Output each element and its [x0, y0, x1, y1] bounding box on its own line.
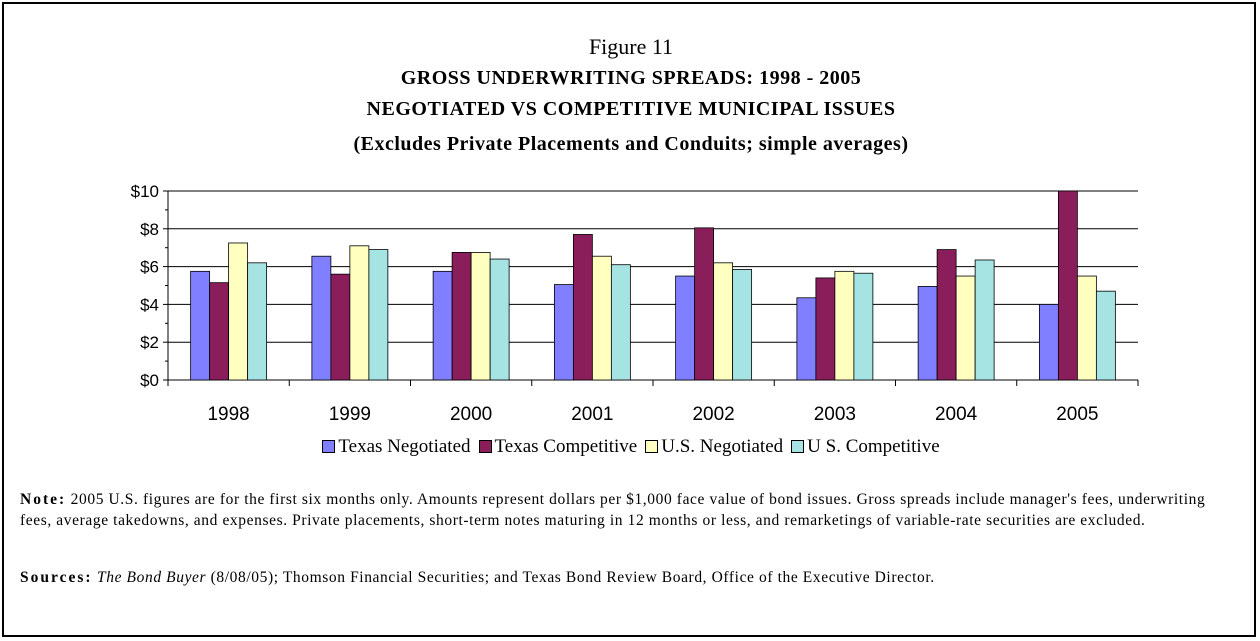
x-tick-label: 2001 [571, 404, 613, 425]
bar [917, 286, 938, 381]
x-tick-label: 1999 [329, 404, 371, 425]
bar [432, 270, 453, 381]
bar [834, 270, 855, 381]
x-tick-label: 1998 [207, 404, 249, 425]
legend-label: U.S. Negotiated [661, 436, 784, 457]
sources-text: (8/08/05); Thomson Financial Securities;… [210, 569, 935, 586]
y-tick-label: $0 [140, 371, 159, 390]
y-tick-label: $6 [140, 258, 159, 277]
y-tick-label: $4 [140, 295, 159, 314]
x-tick-label: 2005 [1056, 404, 1098, 425]
y-tick-label: $10 [131, 182, 159, 201]
bar [1057, 190, 1078, 381]
bar [451, 252, 472, 381]
legend-item: U S. Competitive [791, 436, 940, 458]
legend-label: Texas Negotiated [338, 436, 471, 457]
y-tick-label: $8 [140, 220, 159, 239]
legend-item: Texas Competitive [478, 436, 638, 458]
sources-publication: The Bond Buyer [97, 569, 207, 586]
legend-label: Texas Competitive [494, 436, 638, 457]
legend-swatch [322, 440, 336, 453]
x-tick-label: 2003 [814, 404, 856, 425]
legend-item: U.S. Negotiated [645, 436, 783, 458]
bar [713, 262, 734, 381]
bar [936, 249, 957, 381]
note-paragraph: Note: 2005 U.S. figures are for the firs… [20, 489, 1220, 531]
bar [330, 273, 351, 381]
legend-swatch [645, 440, 659, 453]
note-text: 2005 U.S. figures are for the first six … [20, 491, 1206, 529]
chart-title: GROSS UNDERWRITING SPREADS: 1998 - 2005 [400, 67, 862, 89]
bar [675, 275, 696, 381]
bar [1038, 303, 1059, 381]
legend-swatch [791, 440, 805, 453]
bar [694, 227, 715, 381]
bar [1095, 290, 1116, 381]
sources-paragraph: Sources: The Bond Buyer (8/08/05); Thoms… [20, 567, 1220, 588]
bar [489, 258, 510, 381]
bar [368, 249, 389, 381]
bar [247, 262, 268, 381]
sources-label: Sources: [20, 569, 93, 586]
note-label: Note: [20, 491, 67, 508]
chart-subtitle: NEGOTIATED VS COMPETITIVE MUNICIPAL ISSU… [366, 98, 896, 120]
bar [470, 252, 491, 381]
bar [228, 242, 249, 381]
bar [955, 275, 976, 381]
bar [1076, 275, 1097, 381]
bar [572, 234, 593, 381]
legend-swatch [478, 440, 492, 453]
bar [974, 259, 995, 381]
chart-legend: Texas Negotiated Texas Competitive U.S. Ne… [4, 436, 1258, 458]
figure-label: Figure 11 [588, 34, 674, 59]
legend-label: U S. Competitive [807, 436, 940, 457]
x-tick-label: 2004 [935, 404, 978, 425]
bar [553, 284, 574, 381]
bar [591, 255, 612, 381]
x-tick-label: 2000 [450, 404, 492, 425]
chart-subtitle-2: (Excludes Private Placements and Conduit… [353, 133, 909, 155]
bar-chart: $0 $2 $4 $6 $8 $10 1998 1999 2000 2001 2002 2003 200… [131, 182, 1139, 425]
bar [815, 277, 836, 381]
bar [853, 272, 874, 381]
y-tick-label: $2 [140, 333, 159, 352]
bar [349, 245, 370, 381]
bar [732, 269, 753, 381]
bar [610, 264, 631, 381]
x-tick-label: 2002 [692, 404, 734, 425]
bar [209, 282, 230, 381]
bar [796, 297, 817, 381]
legend-item: Texas Negotiated [322, 436, 471, 458]
bar [190, 270, 211, 381]
bar [311, 255, 332, 381]
